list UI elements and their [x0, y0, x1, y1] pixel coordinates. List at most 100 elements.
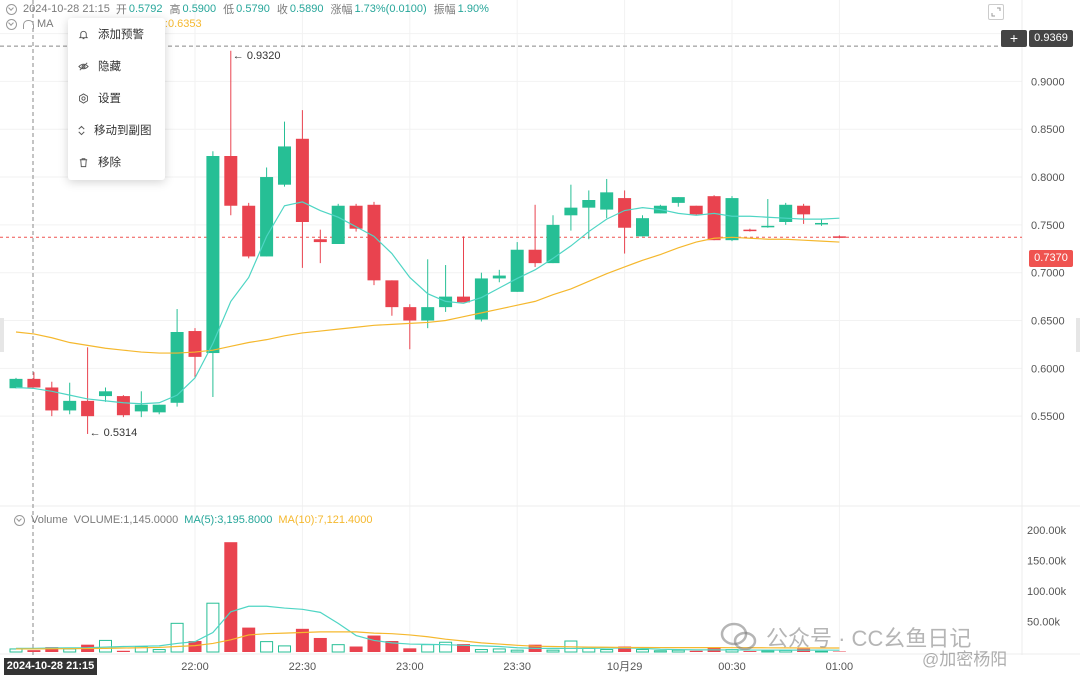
time-tick-label: 01:00: [826, 661, 854, 673]
price-tick-label: 0.5500: [1031, 411, 1065, 423]
candle-body: [27, 378, 41, 388]
time-tick-label: 23:30: [503, 661, 531, 673]
price-tick-label: 0.8500: [1031, 124, 1065, 136]
candles: [9, 50, 846, 434]
menu-item-add-alert[interactable]: 添加预警: [68, 22, 165, 46]
volume-bar: [99, 639, 112, 653]
candle-body: [403, 307, 417, 321]
expand-icon: [991, 7, 1001, 17]
volume-bar: [278, 645, 291, 653]
candle-body: [45, 387, 59, 411]
crosshair-price-tag: + 0.9369: [1001, 30, 1073, 47]
candle-body: [278, 146, 291, 185]
volume-bar: [260, 641, 274, 653]
volume-bar: [152, 649, 166, 653]
volume-bar: [313, 637, 327, 652]
collapse-icon[interactable]: [6, 18, 17, 30]
candle-body: [331, 205, 345, 244]
volume-bar: [385, 641, 399, 652]
candle-body: [81, 400, 95, 417]
volume-bar: [743, 651, 757, 652]
menu-item-label: 隐藏: [98, 61, 121, 73]
candle-body: [134, 404, 148, 412]
time-tick-label: 00:30: [718, 661, 746, 673]
candle-body: [564, 207, 578, 216]
legend-amplitude-key: 振幅: [433, 4, 456, 16]
volume-bar: [421, 644, 435, 653]
collapse-icon[interactable]: [14, 514, 25, 526]
right-scroll-handle: [1076, 318, 1080, 352]
volume-value: VOLUME:1,145.0000: [73, 514, 179, 526]
candle-body: [99, 391, 112, 397]
price-tick-label: 0.6500: [1031, 316, 1065, 328]
time-tick-label: 23:00: [396, 661, 424, 673]
candle-body: [313, 239, 327, 243]
volume-bar: [618, 646, 632, 652]
candle-body: [116, 396, 130, 416]
legend-open-value: 0.5792: [128, 3, 163, 15]
candle-body: [779, 204, 793, 222]
menu-item-move-to-subchart[interactable]: 移动到副图: [68, 118, 165, 142]
ma-legend: MA 30):0.6353: [0, 15, 202, 33]
volume-bar: [27, 650, 41, 652]
collapse-icon[interactable]: [6, 3, 17, 15]
volume-bar: [600, 649, 614, 653]
candle-body: [689, 205, 703, 215]
add-icon[interactable]: +: [1001, 30, 1027, 47]
candle-body: [582, 200, 596, 208]
candle-body: [474, 278, 488, 320]
volume-bar: [349, 646, 363, 652]
volume-ma5-line: [16, 605, 840, 651]
candle-body: [9, 378, 23, 389]
fullscreen-button[interactable]: [988, 4, 1004, 20]
candle-body: [761, 225, 775, 228]
legend-open-key: 开: [115, 4, 127, 16]
candle-body: [618, 198, 632, 228]
candle-body: [421, 307, 435, 321]
candle-body: [206, 156, 220, 354]
eye-off-icon: [77, 62, 89, 70]
watermark-handle: @加密杨阳: [922, 650, 1008, 669]
volume-bar: [761, 650, 775, 653]
legend-amplitude-value: 1.90%: [457, 3, 489, 15]
volume-bar: [815, 650, 828, 653]
volume-ma5: MA(5):3,195.8000: [184, 514, 273, 526]
candle-body: [546, 224, 560, 264]
volume-title: Volume: [31, 514, 68, 526]
menu-item-settings[interactable]: 设置: [68, 86, 165, 110]
candle-body: [170, 332, 184, 403]
candle-body: [242, 205, 256, 257]
watermark: 公众号 · CC幺鱼日记: [720, 617, 971, 657]
menu-item-remove[interactable]: 移除: [68, 150, 165, 174]
menu-item-label: 移除: [98, 157, 121, 169]
volume-bar: [206, 602, 220, 653]
candle-body: [385, 280, 399, 308]
volume-bar: [224, 542, 238, 652]
legend-high-key: 高: [169, 4, 181, 16]
crosshair-time-label: 2024-10-28 21:15: [4, 658, 97, 675]
candle-body: [295, 138, 309, 222]
crosshair-price: 0.9369: [1034, 32, 1068, 44]
candle-body: [188, 331, 202, 357]
candle-body: [636, 218, 649, 237]
legend-high-value: 0.5900: [182, 3, 217, 15]
watermark-text: 公众号 · CC幺鱼日记: [766, 626, 972, 651]
volume-bar: [116, 650, 130, 652]
candle-body: [797, 205, 811, 215]
volume-bar: [492, 648, 506, 653]
legend-change-key: 涨幅: [330, 4, 353, 16]
volume-bar: [188, 641, 202, 652]
bell-icon[interactable]: [23, 19, 34, 29]
legend-change-value: 1.73%(0.0100): [354, 3, 427, 15]
current-price-tag: 0.7370: [1029, 250, 1073, 267]
candle-body: [832, 236, 846, 238]
menu-item-hide[interactable]: 隐藏: [68, 54, 165, 78]
volume-bar: [242, 627, 256, 652]
candle-body: [457, 296, 470, 303]
volume-bar: [45, 647, 59, 652]
volume-bar: [546, 649, 560, 653]
volume-bar: [457, 644, 470, 652]
bell-icon: [78, 30, 88, 39]
candle-body: [600, 192, 614, 210]
